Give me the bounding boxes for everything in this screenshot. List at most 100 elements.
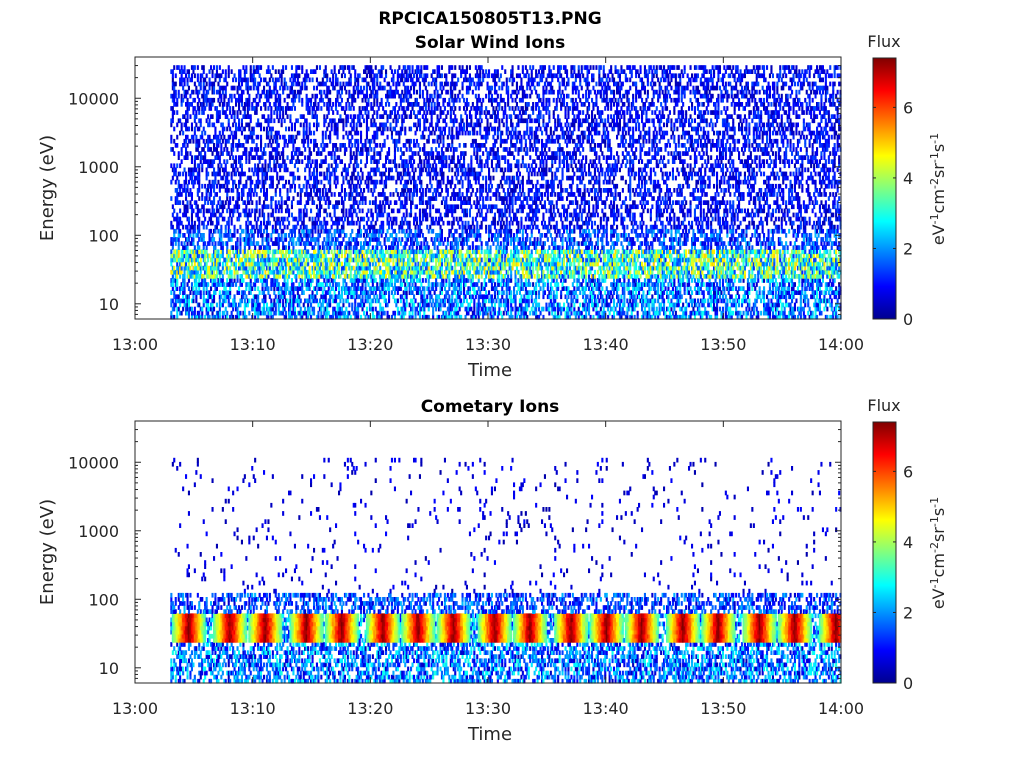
spectrogram-cell <box>224 114 227 119</box>
spectrogram-cell <box>308 253 311 259</box>
spectrogram-cell <box>314 249 317 255</box>
spectrogram-cell <box>220 147 223 152</box>
spectrogram-cell <box>358 220 361 226</box>
spectrogram-cell <box>263 85 266 91</box>
spectrogram-cell <box>355 175 358 181</box>
spectrogram-cell <box>323 175 326 181</box>
spectrogram-cell <box>307 302 310 308</box>
spectrogram-cell <box>370 298 373 304</box>
spectrogram-cell <box>385 257 388 263</box>
spectrogram-cell <box>205 306 208 312</box>
spectrogram-cell <box>393 89 396 95</box>
spectrogram-cell <box>218 278 221 283</box>
spectrogram-cell <box>170 224 173 230</box>
spectrogram-cell <box>389 85 392 91</box>
spectrogram-cell <box>195 155 198 160</box>
spectrogram-cell <box>315 269 318 275</box>
spectrogram-cell <box>299 241 302 246</box>
spectrogram-cell <box>261 183 264 189</box>
spectrogram-cell <box>365 130 368 136</box>
spectrogram-cell <box>210 269 213 275</box>
spectrogram-cell <box>377 204 380 210</box>
spectrogram-cell <box>189 290 192 295</box>
spectrogram-cell <box>383 77 386 83</box>
spectrogram-cell <box>239 163 242 169</box>
spectrogram-cell <box>305 85 308 91</box>
spectrogram-cell <box>299 224 302 230</box>
spectrogram-cell <box>307 286 310 291</box>
spectrogram-cell <box>345 314 348 320</box>
spectrogram-cell <box>379 306 382 312</box>
spectrogram-cell <box>404 290 407 295</box>
spectrogram-cell <box>174 249 177 255</box>
spectrogram-cell <box>276 216 279 222</box>
spectrogram-cell <box>270 212 273 218</box>
spectrogram-cell <box>248 134 251 140</box>
spectrogram-cell <box>277 282 280 287</box>
spectrogram-cell <box>267 212 270 218</box>
spectrogram-cell <box>279 188 282 193</box>
spectrogram-cell <box>229 155 232 160</box>
spectrogram-cell <box>252 294 255 300</box>
spectrogram-cell <box>405 261 408 267</box>
spectrogram-cell <box>171 269 174 275</box>
spectrogram-cell <box>327 257 330 263</box>
spectrogram-cell <box>223 159 226 164</box>
spectrogram-cell <box>401 188 404 193</box>
spectrogram-cell <box>357 257 360 263</box>
spectrogram-cell <box>260 224 263 230</box>
spectrogram-cell <box>218 102 221 107</box>
spectrogram-cell <box>270 314 273 320</box>
spectrogram-cell <box>405 290 408 295</box>
spectrogram-cell <box>352 167 355 173</box>
spectrogram-cell <box>195 212 198 218</box>
spectrogram-cell <box>270 298 273 304</box>
spectrogram-cell <box>282 294 285 300</box>
spectrogram-cell <box>401 282 404 287</box>
spectrogram-cell <box>354 278 357 283</box>
spectrogram-cell <box>343 147 346 152</box>
spectrogram-cell <box>405 171 408 177</box>
spectrogram-cell <box>333 310 336 316</box>
spectrogram-cell <box>318 192 321 197</box>
spectrogram-cell <box>202 237 205 242</box>
spectrogram-cell <box>354 77 357 83</box>
spectrogram-cell <box>190 102 193 107</box>
spectrogram-cell <box>255 269 258 275</box>
spectrogram-cell <box>330 286 333 291</box>
spectrogram-cell <box>346 114 349 119</box>
spectrogram-cell <box>242 151 245 156</box>
spectrogram-cell <box>265 249 268 255</box>
spectrogram-cell <box>345 167 348 173</box>
spectrogram-cell <box>233 233 236 238</box>
spectrogram-cell <box>358 302 361 308</box>
spectrogram-cell <box>271 147 274 152</box>
spectrogram-cell <box>265 265 268 271</box>
spectrogram-cell <box>205 208 208 214</box>
spectrogram-cell <box>343 188 346 193</box>
spectrogram-cell <box>326 192 329 197</box>
spectrogram-cell <box>361 278 364 283</box>
spectrogram-cell <box>252 106 255 111</box>
spectrogram-cell <box>349 77 352 83</box>
spectrogram-cell <box>196 302 199 308</box>
spectrogram-cell <box>230 143 233 148</box>
spectrogram-cell <box>224 298 227 304</box>
spectrogram-cell <box>171 245 174 250</box>
spectrogram-cell <box>174 302 177 308</box>
spectrogram-cell <box>380 122 383 128</box>
spectrogram-cell <box>379 314 382 320</box>
spectrogram-cell <box>280 208 283 214</box>
spectrogram-cell <box>240 130 243 136</box>
spectrogram-cell <box>351 265 354 271</box>
spectrogram-cell <box>282 159 285 164</box>
spectrogram-cell <box>367 65 370 70</box>
spectrogram-cell <box>374 122 377 128</box>
spectrogram-cell <box>283 314 286 320</box>
spectrogram-cell <box>211 208 214 214</box>
spectrogram-cell <box>198 106 201 111</box>
spectrogram-cell <box>276 159 279 164</box>
spectrogram-cell <box>170 249 173 255</box>
spectrogram-cell <box>370 175 373 181</box>
spectrogram-cell <box>173 65 176 70</box>
